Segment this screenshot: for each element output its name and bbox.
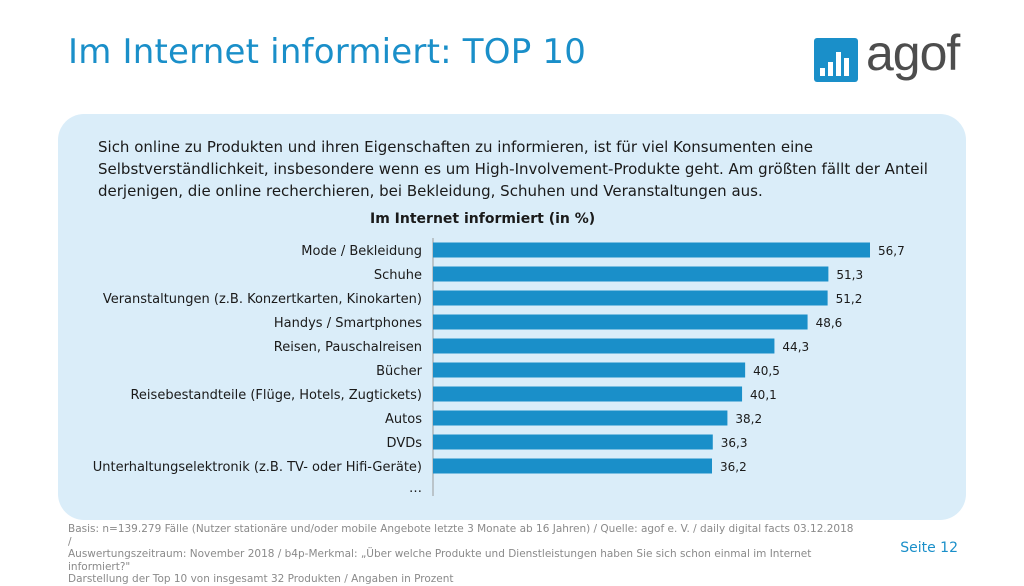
footer-line: Darstellung der Top 10 von insgesamt 32 …: [68, 573, 454, 585]
category-label: Schuhe: [374, 268, 422, 283]
value-label: 44,3: [782, 340, 809, 354]
category-label: Mode / Bekleidung: [301, 244, 422, 259]
category-label: Bücher: [376, 364, 423, 379]
category-label: Reisebestandteile (Flüge, Hotels, Zugtic…: [130, 388, 422, 403]
bar: [433, 434, 713, 450]
bar: [433, 290, 828, 306]
bar: [433, 314, 808, 330]
agof-logo: agof: [814, 25, 964, 88]
page-title: Im Internet informiert: TOP 10: [68, 32, 587, 72]
value-label: 48,6: [816, 316, 843, 330]
value-label: 36,2: [720, 460, 747, 474]
bar: [433, 266, 829, 282]
value-label: 40,5: [753, 364, 780, 378]
bar-chart-logo-icon: [814, 38, 858, 82]
value-label: 51,3: [836, 268, 863, 282]
bar: [433, 410, 728, 426]
category-label: Reisen, Pauschalreisen: [274, 340, 422, 355]
category-label: DVDs: [387, 436, 423, 451]
bar: [433, 338, 775, 354]
logo-text: agof: [866, 25, 960, 81]
bar: [433, 242, 870, 258]
intro-text: Sich online zu Produkten und ihren Eigen…: [98, 138, 928, 200]
category-label: Handys / Smartphones: [274, 316, 422, 331]
category-label: Autos: [385, 412, 422, 427]
footer-source: Basis: n=139.279 Fälle (Nutzer stationär…: [68, 523, 858, 586]
category-label: Unterhaltungselektronik (z.B. TV- oder H…: [93, 460, 422, 475]
footer-line: Basis: n=139.279 Fälle (Nutzer stationär…: [68, 523, 854, 548]
page-number: Seite 12: [900, 540, 958, 556]
value-label: 38,2: [735, 412, 762, 426]
footer-line: Auswertungszeitraum: November 2018 / b4p…: [68, 548, 812, 573]
bar: [433, 362, 746, 378]
value-label: 51,2: [836, 292, 863, 306]
value-label: 36,3: [721, 436, 748, 450]
value-label: 40,1: [750, 388, 777, 402]
chart-title: Im Internet informiert (in %): [370, 211, 596, 227]
bar: [433, 386, 743, 402]
value-label: 56,7: [878, 244, 905, 258]
category-label: Veranstaltungen (z.B. Konzertkarten, Kin…: [103, 292, 422, 307]
bar: [433, 458, 713, 474]
more-categories-label: …: [409, 481, 422, 496]
